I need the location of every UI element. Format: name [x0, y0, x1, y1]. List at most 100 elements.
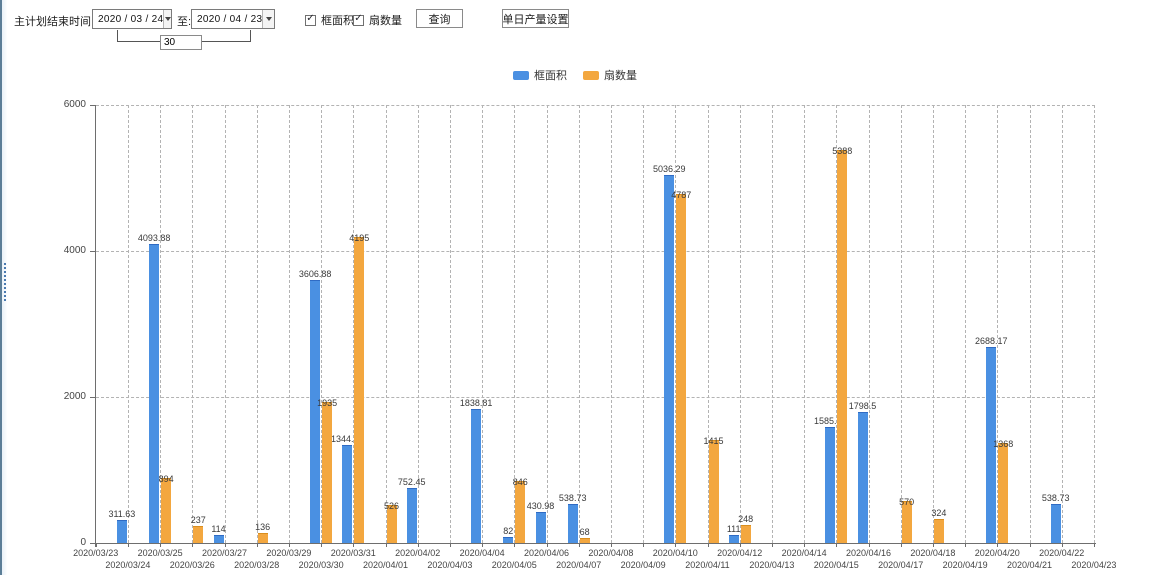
vertical-gridline: [514, 105, 516, 543]
bar-value-label: 1344.95: [331, 433, 364, 444]
interval-days-input[interactable]: [160, 35, 202, 50]
x-axis-tick: [1029, 543, 1031, 547]
sash-count-checkbox[interactable]: ✓ 扇数量: [353, 12, 402, 28]
interval-connector-right: [201, 30, 251, 42]
frame-area-bar: [1050, 503, 1061, 543]
bar-value-label: 538.73: [1041, 492, 1070, 503]
x-axis-label: 2020/03/27: [201, 548, 248, 558]
x-axis-label: 2020/04/15: [813, 560, 859, 570]
x-axis-label: 2020/04/07: [556, 560, 602, 570]
date-from-picker[interactable]: 2020 / 03 / 24: [92, 9, 172, 29]
horizontal-gridline: [96, 397, 1095, 398]
vertical-gridline: [739, 105, 741, 543]
x-axis-tick: [771, 543, 773, 547]
x-axis-tick: [965, 543, 967, 547]
frame-area-bar: [567, 503, 578, 543]
x-axis-tick: [836, 543, 838, 547]
vertical-gridline: [932, 105, 934, 543]
vertical-gridline: [482, 105, 484, 543]
x-axis-tick: [1093, 543, 1095, 547]
vertical-gridline: [643, 105, 645, 543]
chevron-down-icon: [265, 17, 272, 21]
x-axis-tick: [385, 543, 387, 547]
bar-value-label: 526: [383, 500, 400, 511]
x-axis-tick: [192, 543, 194, 547]
x-axis-tick: [1061, 543, 1063, 547]
sash-count-checkbox-label: 扇数量: [369, 15, 402, 27]
frame-area-bar: [857, 411, 868, 543]
frame-area-checkbox[interactable]: ✓ 框面积: [305, 12, 354, 28]
bar-value-label: 5388: [832, 145, 853, 156]
interval-connector-left: [117, 30, 161, 42]
vertical-gridline: [288, 105, 290, 543]
x-axis-tick: [514, 543, 516, 547]
vertical-gridline: [546, 105, 548, 543]
legend-swatch-blue: [513, 70, 529, 80]
frame-area-bar: [116, 520, 127, 543]
frame-area-bar: [406, 488, 417, 543]
bar-value-label: 1935: [317, 397, 338, 408]
frame-area-bar: [825, 427, 836, 543]
x-axis-tick: [449, 543, 451, 547]
x-axis-tick: [643, 543, 645, 547]
bar-value-label: 538.73: [558, 492, 587, 503]
x-axis-tick: [95, 543, 97, 547]
x-axis-label: 2020/03/23: [73, 548, 119, 558]
x-axis-tick: [868, 543, 870, 547]
x-axis-label: 2020/04/19: [942, 560, 988, 570]
horizontal-gridline: [96, 251, 1095, 252]
x-axis-label: 2020/04/10: [652, 548, 698, 558]
sash-count-bar: [386, 504, 397, 543]
bar-value-label: 1798.5: [848, 400, 877, 411]
x-axis-label: 2020/04/12: [717, 548, 763, 558]
x-axis-tick: [160, 543, 162, 547]
x-axis-label: 2020/03/26: [169, 560, 215, 570]
daily-output-settings-button[interactable]: 单日产量设置: [502, 9, 569, 28]
bar-value-label: 2688.17: [975, 335, 1008, 346]
bar-value-label: 136: [255, 522, 271, 533]
bar-value-label: 248: [738, 513, 754, 524]
x-axis-label: 2020/04/09: [620, 560, 666, 570]
bar-value-label: 3606.88: [298, 268, 332, 279]
x-axis-tick: [353, 543, 355, 547]
window-left-edge: [0, 0, 7, 575]
vertical-gridline: [965, 105, 967, 543]
vertical-gridline: [1093, 105, 1095, 543]
x-axis-label: 2020/04/18: [910, 548, 956, 558]
y-axis-line: [95, 105, 96, 547]
bar-value-label: 894: [158, 473, 174, 484]
x-axis-tick: [321, 543, 323, 547]
x-axis-tick: [610, 543, 612, 547]
x-axis-label: 2020/03/31: [330, 548, 376, 558]
y-axis-label: 2000: [63, 391, 86, 402]
vertical-gridline: [997, 105, 999, 543]
vertical-gridline: [804, 105, 806, 543]
plan-end-time-label: 主计划结束时间:: [14, 16, 95, 28]
date-to-value: 2020 / 04 / 23: [197, 13, 263, 25]
chart-legend: 框面积 扇数量: [0, 67, 1150, 83]
frame-area-bar: [471, 408, 482, 543]
frame-area-bar: [728, 534, 739, 543]
x-axis-tick: [288, 543, 290, 547]
vertical-gridline: [224, 105, 226, 543]
window-edge-dashes: [4, 263, 6, 303]
y-axis-tick: [90, 105, 95, 106]
x-axis-label: 2020/04/16: [845, 548, 892, 558]
vertical-gridline: [836, 105, 838, 543]
date-from-dropdown-button[interactable]: [163, 10, 171, 28]
frame-area-bar: [503, 537, 514, 543]
date-to-dropdown-button[interactable]: [262, 10, 274, 28]
x-axis-line: [95, 543, 1096, 544]
sash-count-bar: [579, 538, 590, 543]
frame-area-bar: [213, 534, 224, 543]
x-axis-tick: [546, 543, 548, 547]
date-to-picker[interactable]: 2020 / 04 / 23: [191, 9, 275, 29]
query-button[interactable]: 查询: [416, 9, 463, 28]
vertical-gridline: [1029, 105, 1031, 543]
checkbox-box: ✓: [353, 14, 364, 26]
legend-item-frame-area: 框面积: [513, 67, 567, 83]
x-axis-tick: [224, 543, 226, 547]
bar-value-label: 114: [211, 523, 226, 534]
sash-count-bar: [676, 193, 687, 543]
